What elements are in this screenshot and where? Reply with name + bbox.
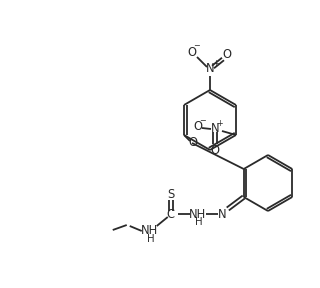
Text: O: O [222,48,231,62]
Text: +: + [212,60,218,69]
Text: NH: NH [189,207,206,221]
Text: C: C [167,207,175,221]
Text: H: H [147,234,155,244]
Text: NH: NH [141,225,158,238]
Text: O: O [211,143,220,156]
Text: −: − [194,41,200,50]
Text: S: S [167,187,174,200]
Text: H: H [195,217,203,227]
Text: N: N [217,207,226,221]
Text: O: O [194,120,203,134]
Text: N: N [211,122,219,135]
Text: O: O [188,46,196,60]
Text: O: O [188,137,197,149]
Text: +: + [217,120,223,128]
Text: −: − [200,117,206,126]
Text: N: N [206,62,214,75]
